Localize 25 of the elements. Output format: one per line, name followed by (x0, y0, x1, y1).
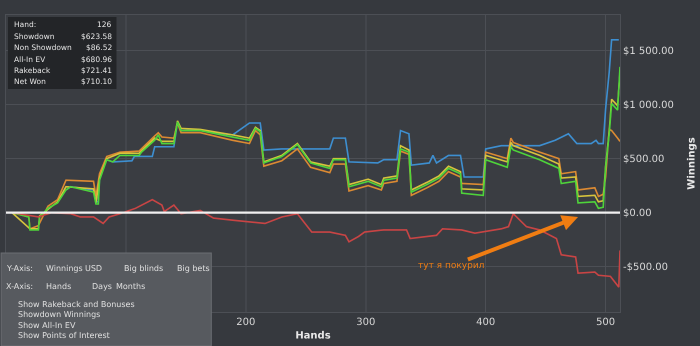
y-axis-title: Winnings (686, 137, 698, 190)
x-tick-label: 400 (476, 317, 496, 328)
x-tick-label: 200 (236, 317, 256, 328)
annotation: Y-Axis: (6, 264, 33, 273)
annotation: Big bets (177, 264, 210, 273)
annotation: Winnings (46, 264, 83, 273)
annotation: USD (85, 264, 102, 273)
text: Show All-In EV (18, 321, 76, 330)
annotation: Big blinds (124, 264, 164, 273)
annotation: X-Axis: (6, 282, 34, 291)
text: Show Points of Interest (18, 331, 110, 340)
y-tick-label: $1 000.00 (623, 100, 674, 112)
x-axis-title: Hands (295, 330, 331, 342)
y-tick-label: -$500.00 (623, 262, 668, 274)
annotation: Months (116, 282, 146, 291)
annotation: Showdown Winnings (18, 310, 100, 319)
y-tick-label: $1 500.00 (623, 46, 674, 58)
y-tick-label: $0.00 (623, 208, 652, 220)
annotation: тут я покурил (418, 261, 484, 271)
x-tick-label: 300 (356, 317, 376, 328)
annotation: Days (92, 282, 112, 291)
y-tick-label: $500.00 (623, 154, 664, 166)
annotation: Hands (46, 282, 72, 291)
annotation: Show Rakeback and Bonuses (18, 300, 135, 309)
x-tick-label: 500 (596, 317, 616, 328)
